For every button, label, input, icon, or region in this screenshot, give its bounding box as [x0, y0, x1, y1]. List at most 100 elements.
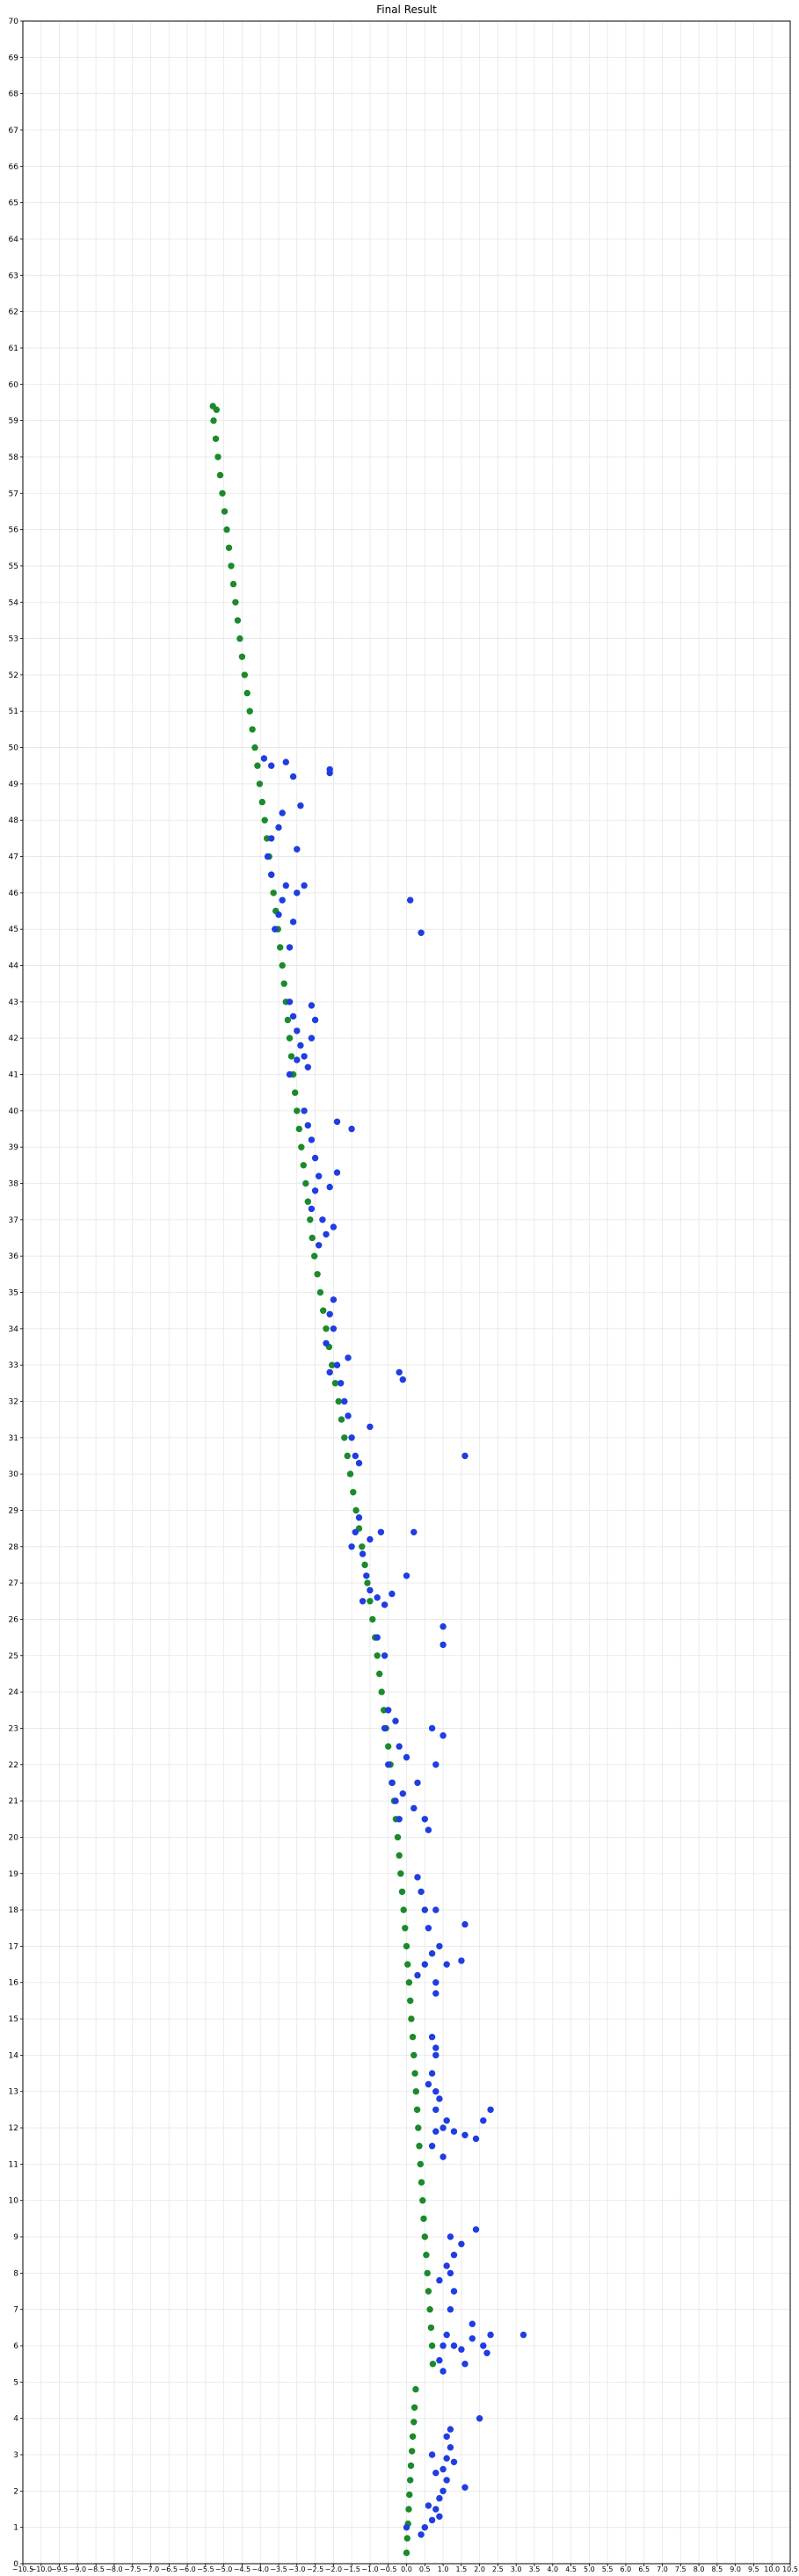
y-tick-label: 62	[9, 308, 18, 317]
blue-data-point	[439, 1622, 447, 1630]
y-tick-label: 2	[13, 2487, 18, 2496]
blue-data-point	[428, 2516, 436, 2524]
green-data-point	[396, 1852, 403, 1859]
blue-data-point	[282, 758, 289, 766]
blue-data-point	[286, 1070, 294, 1078]
green-data-point	[412, 2385, 419, 2393]
green-data-point	[394, 1833, 402, 1841]
green-data-point	[415, 2124, 422, 2131]
blue-data-point	[487, 2331, 494, 2339]
blue-data-point	[436, 2513, 443, 2521]
blue-data-point	[428, 2034, 436, 2041]
green-data-point	[316, 1288, 324, 1296]
y-tick-label: 33	[9, 1361, 18, 1370]
x-tick-label: −6.5	[161, 2565, 178, 2572]
blue-data-point	[443, 2455, 450, 2462]
x-tick-label: −7.0	[142, 2565, 159, 2572]
x-tick-label: 6.0	[621, 2565, 632, 2572]
blue-data-point	[341, 1397, 348, 1405]
blue-data-point	[348, 1434, 355, 1441]
blue-data-point	[407, 896, 414, 903]
blue-data-point	[268, 762, 275, 769]
blue-data-point	[428, 1724, 436, 1732]
green-data-point	[407, 1997, 414, 2005]
x-tick-label: 1.0	[438, 2565, 449, 2572]
green-data-point	[286, 1034, 294, 1041]
blue-data-point	[301, 1053, 308, 1060]
green-data-point	[423, 2252, 430, 2259]
blue-data-point	[275, 824, 282, 831]
green-data-point	[417, 2160, 424, 2168]
blue-data-point	[304, 1121, 311, 1129]
green-data-point	[236, 635, 243, 642]
green-data-point	[309, 1234, 316, 1242]
y-tick-label: 18	[9, 1906, 19, 1915]
green-data-point	[251, 744, 258, 751]
blue-data-point	[282, 882, 289, 889]
blue-data-point	[301, 1107, 308, 1114]
blue-data-point	[472, 2135, 480, 2143]
y-tick-label: 5	[13, 2378, 18, 2387]
green-data-point	[409, 2433, 417, 2441]
y-tick-label: 37	[9, 1216, 18, 1225]
y-tick-label: 3	[13, 2451, 18, 2460]
x-tick-label: 5.5	[602, 2565, 614, 2572]
blue-data-point	[458, 2346, 465, 2353]
blue-data-point	[461, 2131, 469, 2139]
blue-data-point	[385, 1761, 392, 1768]
x-tick-label: 8.0	[694, 2565, 705, 2572]
y-tick-label: 16	[9, 1979, 19, 1988]
x-tick-label: 0.0	[401, 2565, 412, 2572]
x-tick-label: −2.5	[307, 2565, 323, 2572]
blue-data-point	[389, 1779, 396, 1787]
blue-data-point	[461, 1452, 469, 1460]
blue-data-point	[421, 2524, 428, 2531]
blue-data-point	[443, 2262, 450, 2269]
blue-data-point	[326, 1183, 333, 1191]
blue-data-point	[308, 1034, 316, 1041]
green-data-point	[404, 1961, 411, 1968]
blue-data-point	[304, 1063, 311, 1071]
x-tick-label: 2.0	[474, 2565, 485, 2572]
y-tick-label: 4	[13, 2415, 18, 2424]
green-data-point	[416, 2143, 423, 2150]
green-data-point	[314, 1271, 321, 1278]
blue-data-point	[410, 1804, 418, 1812]
y-tick-label: 65	[9, 200, 18, 208]
blue-data-point	[403, 2524, 410, 2531]
y-tick-label: 56	[9, 526, 19, 535]
green-data-point	[418, 2179, 425, 2186]
green-data-point	[410, 2404, 418, 2412]
green-data-point	[403, 2535, 410, 2542]
green-data-point	[214, 454, 222, 461]
blue-data-point	[279, 896, 286, 903]
blue-data-point	[399, 1790, 406, 1797]
blue-data-point	[345, 1354, 352, 1361]
y-tick-label: 43	[9, 998, 18, 1007]
blue-data-point	[450, 2288, 458, 2295]
blue-data-point	[461, 1920, 469, 1928]
blue-data-point	[436, 2095, 443, 2102]
blue-data-point	[480, 2342, 487, 2349]
green-data-point	[341, 1434, 348, 1441]
y-tick-label: 6	[13, 2342, 18, 2351]
blue-data-point	[425, 1826, 432, 1833]
x-tick-label: 0.5	[419, 2565, 431, 2572]
blue-data-point	[436, 2276, 443, 2284]
green-data-point	[344, 1452, 351, 1460]
grid-layer	[22, 20, 791, 2565]
blue-data-point	[439, 2487, 447, 2495]
blue-data-point	[311, 1016, 319, 1024]
green-data-point	[212, 435, 220, 442]
green-data-point	[320, 1307, 327, 1314]
green-data-point	[352, 1506, 360, 1514]
green-data-point	[219, 490, 226, 497]
blue-data-point	[439, 2153, 447, 2160]
blue-data-point	[260, 755, 268, 762]
points-layer	[209, 403, 527, 2557]
x-tick-label: 3.5	[529, 2565, 541, 2572]
y-tick-label: 39	[9, 1143, 19, 1152]
blue-data-point	[374, 1593, 381, 1601]
blue-data-point	[480, 2117, 487, 2124]
green-data-point	[413, 2106, 421, 2114]
